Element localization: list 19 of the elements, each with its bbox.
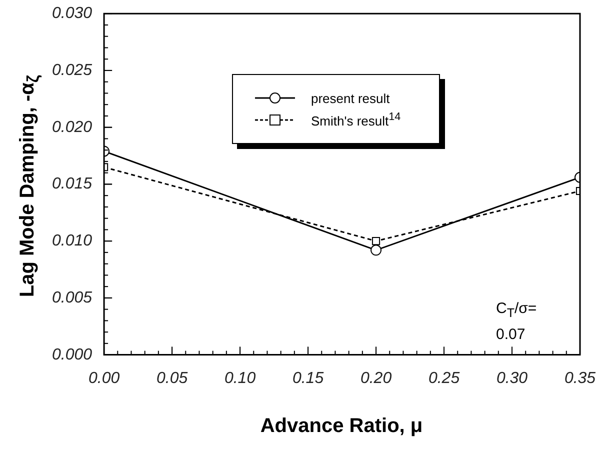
- y-tick-label: 0.015: [52, 176, 92, 193]
- y-tick-label: 0.025: [52, 62, 92, 79]
- x-tick-label: 0.35: [564, 370, 596, 387]
- y-tick-label: 0.005: [52, 289, 92, 306]
- annotation: C$_{T}$/σ= 0.07: [496, 299, 537, 345]
- y-tick-label: 0.010: [52, 232, 92, 250]
- y-tick-label: 0.030: [52, 5, 92, 22]
- legend-label: present result: [311, 90, 390, 106]
- y-tick-label: 0.020: [52, 118, 92, 136]
- x-tick-label: 0.00: [88, 370, 120, 387]
- x-tick-label: 0.05: [156, 370, 188, 387]
- x-tick-label: 0.15: [292, 370, 324, 387]
- x-tick-label: 0.30: [496, 370, 528, 387]
- x-axis-title: Advance Ratio, μ: [259, 415, 424, 438]
- legend-label: Smith's result$^{14}$: [311, 111, 401, 129]
- x-tick-label: 0.25: [428, 370, 460, 387]
- x-tick-label: 0.10: [224, 370, 256, 387]
- y-tick-label: 0.000: [52, 346, 92, 364]
- x-tick-label: 0.20: [360, 370, 392, 387]
